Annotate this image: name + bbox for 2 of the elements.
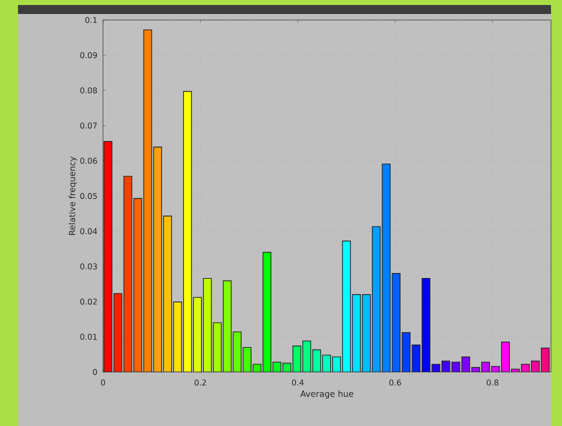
x-axis-title: Average hue: [300, 390, 354, 399]
y-axis-title: Relative frequency: [68, 156, 77, 235]
